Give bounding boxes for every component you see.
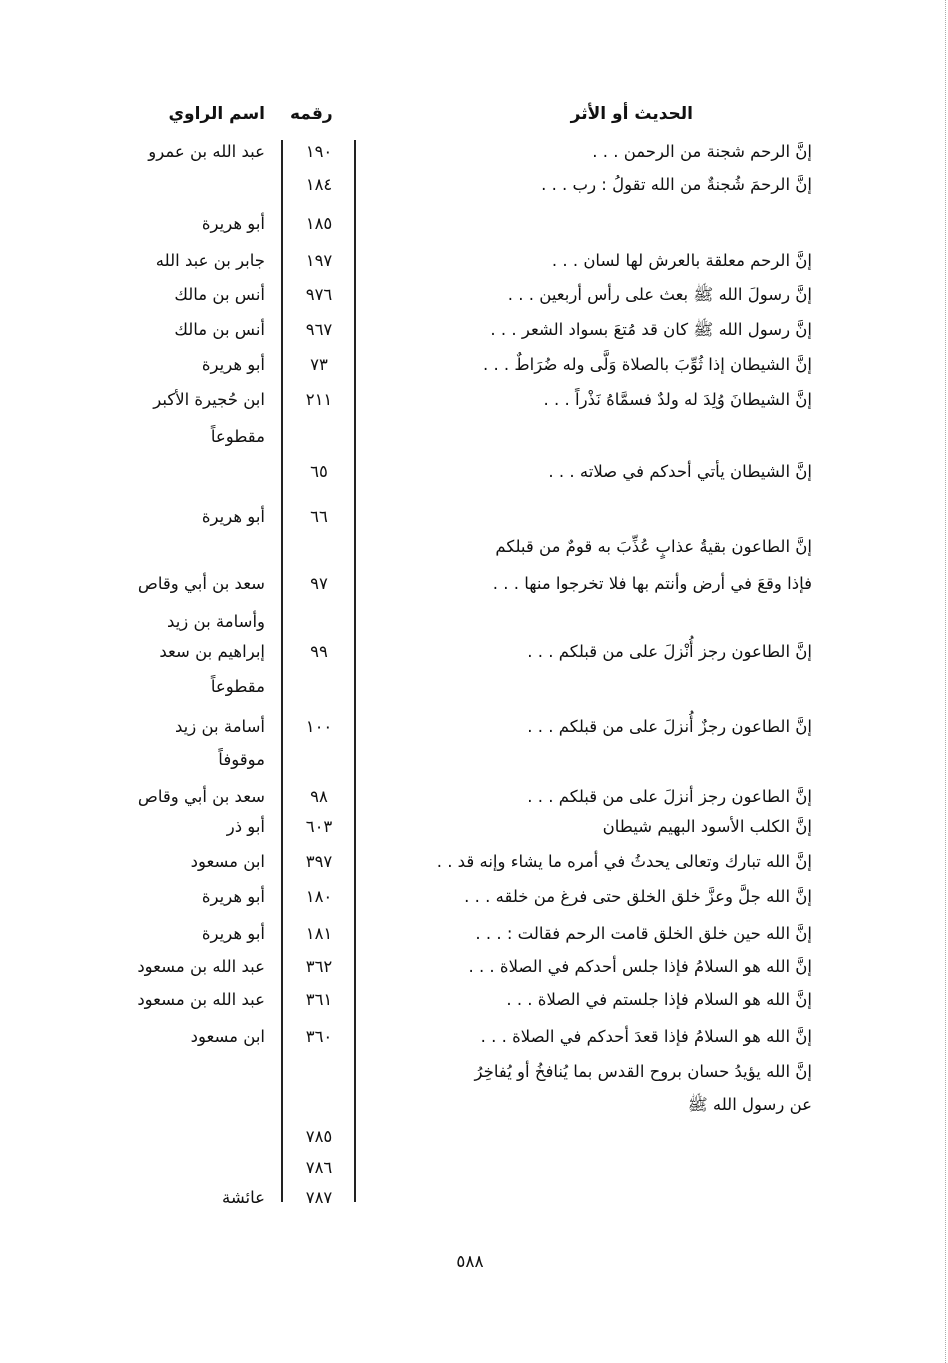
hadith-text: إنَّ الرحمَ شُجنةٌ من الله تقولُ : رب . … xyxy=(541,175,812,194)
hadith-text: إنَّ الله جلَّ وعزَّ خلق الخلق حتى فرغ م… xyxy=(464,887,812,906)
hadith-number: ٩٨ xyxy=(310,787,328,806)
narrator-name: أبو هريرة xyxy=(201,355,265,374)
hadith-text: إنَّ الطاعون رجز أنزلَ على من قبلكم . . … xyxy=(527,787,812,806)
hadith-number: ٦٦ xyxy=(310,507,328,526)
narrator-name: ابن حُجيرة الأكبر xyxy=(153,390,265,409)
narrator-name: سعد بن أبي وقاص xyxy=(137,574,265,593)
hadith-text: إنَّ رسول الله ﷺ كان قد مُتعَ بسواد الشع… xyxy=(490,320,812,339)
hadith-number: ١٠٠ xyxy=(305,717,333,736)
narrator-name: أبو هريرة xyxy=(201,214,265,233)
hadith-text: إنَّ الله هو السلامُ فإذا قعدَ أحدكم في … xyxy=(480,1027,812,1046)
hadith-number: ٧٣ xyxy=(310,355,328,374)
hadith-text: فإذا وقعَ في أرض وأنتم بها فلا تخرجوا من… xyxy=(492,574,812,593)
narrator-name: أبو هريرة xyxy=(201,924,265,943)
narrator-name: أنس بن مالك xyxy=(174,285,265,304)
hadith-number: ٦٥ xyxy=(310,462,328,481)
page-number: ٥٨٨ xyxy=(456,1252,484,1272)
hadith-number: ٦٠٣ xyxy=(305,817,333,836)
narrator-name: سعد بن أبي وقاص xyxy=(137,787,265,806)
narrator-name: عبد الله بن عمرو xyxy=(148,142,265,161)
hadith-number: ٧٨٧ xyxy=(305,1188,333,1207)
narrator-name: عبد الله بن مسعود xyxy=(137,957,265,976)
hadith-text: إنَّ رسولَ الله ﷺ بعث على رأس أربعين . .… xyxy=(507,285,812,304)
narrator-name: عائشة xyxy=(221,1188,265,1207)
hadith-number: ٩٦٧ xyxy=(305,320,333,339)
narrator-name: ابن مسعود xyxy=(190,852,265,871)
hadith-text: إنَّ الكلب الأسود البهيم شيطان xyxy=(602,817,812,836)
hadith-number: ١٨٤ xyxy=(305,175,333,194)
hadith-text: إنَّ الشيطانَ وُلِدَ له ولدٌ فسمَّاهُ نَ… xyxy=(543,390,812,409)
hadith-text: إنَّ الرحم شجنة من الرحمن . . . xyxy=(592,142,812,161)
narrator-name: موقوفاً xyxy=(218,750,265,769)
narrator-name: أبو هريرة xyxy=(201,507,265,526)
hadith-text: إنَّ الله هو السلام فإذا جلستم في الصلاة… xyxy=(506,990,812,1009)
hadith-text: إنَّ الطاعون رجزٌ أُنزلَ على من قبلكم . … xyxy=(527,717,812,736)
hadith-number: ٣٩٧ xyxy=(305,852,333,871)
narrator-name: أسامة بن زيد xyxy=(175,717,265,736)
header-number: رقمه xyxy=(290,104,333,124)
hadith-number: ٧٨٦ xyxy=(305,1158,333,1177)
page-edge xyxy=(945,0,946,1363)
narrator-name: مقطوعاً xyxy=(210,677,265,696)
narrator-name: أبو هريرة xyxy=(201,887,265,906)
hadith-number: ٣٦١ xyxy=(305,990,333,1009)
hadith-number: ٢١١ xyxy=(305,390,333,409)
hadith-text: إنَّ الله حين خلق الخلق قامت الرحم فقالت… xyxy=(475,924,812,943)
header-hadith: الحديث أو الأثر xyxy=(570,104,693,124)
narrator-name: وأسامة بن زيد xyxy=(167,612,265,631)
hadith-number: ١٨٠ xyxy=(305,887,333,906)
hadith-number: ١٨١ xyxy=(305,924,333,943)
hadith-text: إنَّ الرحم معلقة بالعرش لها لسان . . . xyxy=(551,251,812,270)
narrator-name: جابر بن عبد الله xyxy=(155,251,265,270)
hadith-number: ٩٧ xyxy=(310,574,328,593)
header-narrator: اسم الراوي xyxy=(168,104,265,124)
narrator-name: إبراهيم بن سعد xyxy=(159,642,265,661)
narrator-name: أبو ذر xyxy=(226,817,265,836)
narrator-name: عبد الله بن مسعود xyxy=(137,990,265,1009)
hadith-number: ٧٨٥ xyxy=(305,1127,333,1146)
narrator-name: ابن مسعود xyxy=(190,1027,265,1046)
hadith-number: ١٩٧ xyxy=(305,251,333,270)
hadith-number: ١٨٥ xyxy=(305,214,333,233)
hadith-text: عن رسول الله ﷺ xyxy=(687,1095,812,1114)
hadith-number: ٣٦٢ xyxy=(305,957,333,976)
hadith-text: إنَّ الشيطان يأتي أحدكم في صلاته . . . xyxy=(548,462,812,481)
hadith-number: ١٩٠ xyxy=(305,142,333,161)
hadith-number: ٣٦٠ xyxy=(305,1027,333,1046)
hadith-text: إنَّ الله يؤيدُ حسان بروح القدس بما يُنا… xyxy=(474,1062,812,1081)
hadith-text: إنَّ الله تبارك وتعالى يحدثُ في أمره ما … xyxy=(436,852,812,871)
hadith-text: إنَّ الشيطان إذا ثُوِّبَ بالصلاة وَلَّى … xyxy=(482,355,812,374)
narrator-name: مقطوعاً xyxy=(210,427,265,446)
column-divider-right xyxy=(354,140,356,1202)
narrator-name: أنس بن مالك xyxy=(174,320,265,339)
hadith-number: ٩٧٦ xyxy=(305,285,333,304)
column-divider-left xyxy=(281,140,283,1202)
hadith-text: إنَّ الطاعون رجز أُنْزلَ على من قبلكم . … xyxy=(527,642,812,661)
hadith-number: ٩٩ xyxy=(310,642,328,661)
hadith-text: إنَّ الطاعون بقيةُ عذابٍ عُذِّبَ به قومٌ… xyxy=(495,537,812,556)
hadith-text: إنَّ الله هو السلامُ فإذا جلس أحدكم في ا… xyxy=(468,957,812,976)
